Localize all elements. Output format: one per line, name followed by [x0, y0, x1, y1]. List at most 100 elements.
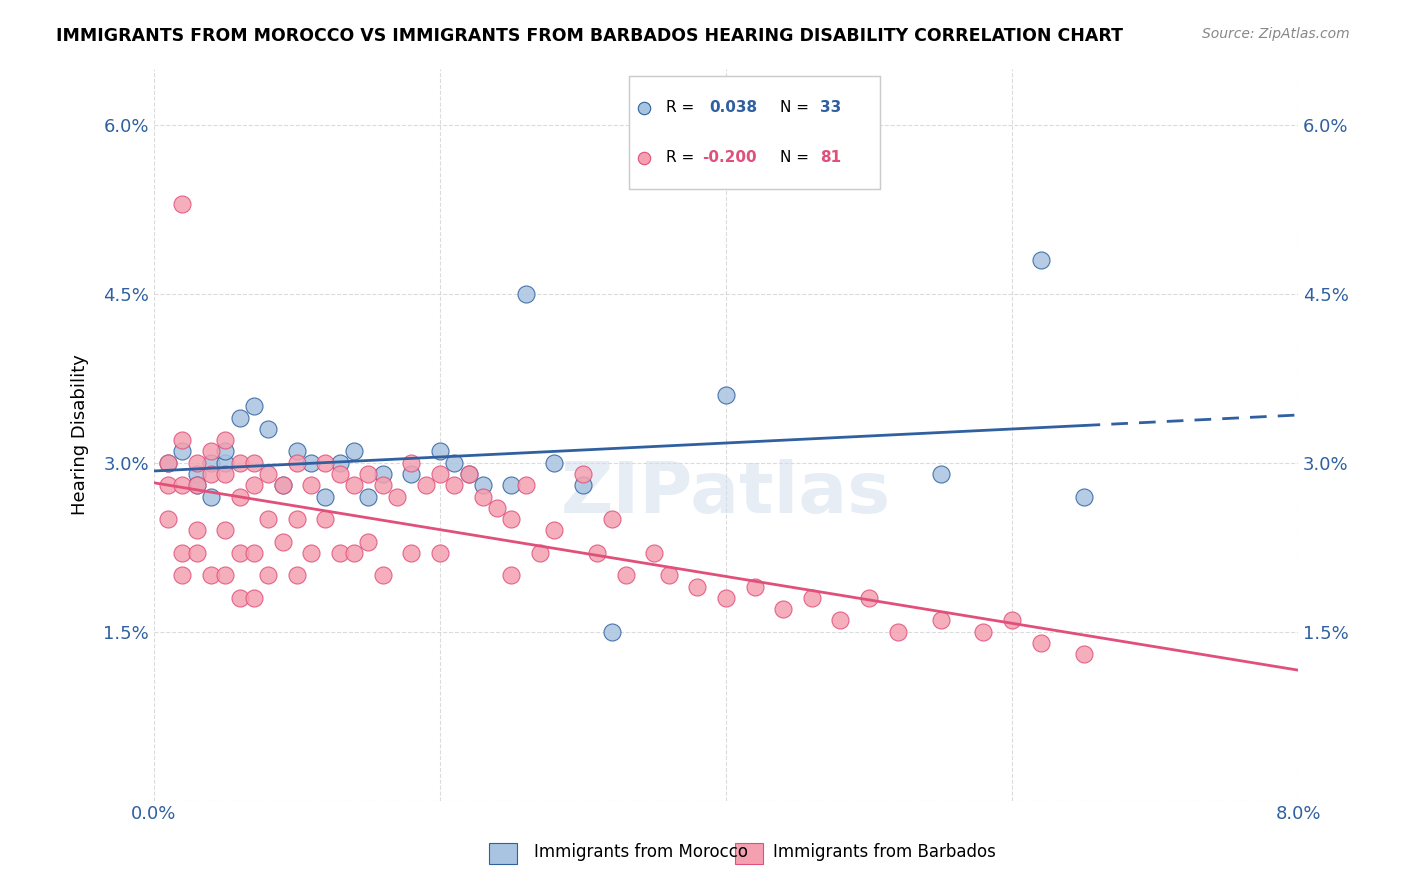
Point	[200, 444, 222, 458]
Point	[515, 286, 537, 301]
Point	[186, 467, 208, 481]
Point	[157, 478, 180, 492]
Point	[471, 490, 494, 504]
Point	[257, 422, 280, 436]
Point	[830, 614, 852, 628]
Point	[858, 591, 880, 605]
Point	[1029, 252, 1052, 267]
Point	[315, 512, 337, 526]
Point	[157, 512, 180, 526]
Point	[329, 467, 352, 481]
Point	[1073, 490, 1095, 504]
Point	[415, 478, 437, 492]
Point	[214, 433, 236, 447]
Point	[501, 568, 523, 582]
Point	[271, 534, 294, 549]
Point	[172, 478, 194, 492]
Point	[371, 478, 394, 492]
Point	[486, 500, 509, 515]
Point	[772, 602, 794, 616]
Point	[257, 568, 280, 582]
Point	[285, 568, 308, 582]
Bar	[734, 843, 763, 864]
Point	[243, 478, 266, 492]
Point	[243, 546, 266, 560]
Point	[929, 614, 952, 628]
Point	[371, 467, 394, 481]
Point	[929, 467, 952, 481]
Point	[228, 546, 250, 560]
Point	[214, 524, 236, 538]
Point	[271, 478, 294, 492]
Text: Immigrants from Barbados: Immigrants from Barbados	[773, 843, 997, 861]
Point	[343, 444, 366, 458]
Point	[1001, 614, 1024, 628]
Point	[285, 456, 308, 470]
Point	[214, 568, 236, 582]
Point	[243, 591, 266, 605]
Point	[658, 568, 681, 582]
Point	[299, 456, 322, 470]
Point	[257, 467, 280, 481]
Point	[186, 478, 208, 492]
Point	[972, 624, 994, 639]
Point	[172, 196, 194, 211]
Point	[457, 467, 479, 481]
Point	[501, 512, 523, 526]
Point	[200, 467, 222, 481]
Point	[243, 400, 266, 414]
Point	[299, 478, 322, 492]
Point	[1073, 647, 1095, 661]
Text: Immigrants from Morocco: Immigrants from Morocco	[534, 843, 748, 861]
Point	[401, 456, 423, 470]
Point	[172, 568, 194, 582]
Point	[200, 568, 222, 582]
Point	[401, 467, 423, 481]
Point	[744, 580, 766, 594]
Point	[686, 580, 709, 594]
Point	[172, 546, 194, 560]
Point	[157, 456, 180, 470]
Point	[572, 478, 595, 492]
Point	[401, 546, 423, 560]
Point	[285, 444, 308, 458]
Point	[186, 524, 208, 538]
Point	[157, 456, 180, 470]
Point	[614, 568, 637, 582]
Point	[586, 546, 609, 560]
Point	[572, 467, 595, 481]
Point	[443, 478, 465, 492]
Point	[501, 478, 523, 492]
Point	[643, 546, 665, 560]
Point	[228, 490, 250, 504]
Text: ZIPatlas: ZIPatlas	[561, 458, 891, 528]
Point	[457, 467, 479, 481]
Bar	[489, 843, 517, 864]
Point	[329, 546, 352, 560]
Point	[172, 444, 194, 458]
Point	[243, 456, 266, 470]
Point	[271, 478, 294, 492]
Point	[1029, 636, 1052, 650]
Point	[357, 467, 380, 481]
Point	[515, 478, 537, 492]
Point	[600, 512, 623, 526]
Point	[200, 456, 222, 470]
Point	[714, 591, 737, 605]
Point	[529, 546, 551, 560]
Y-axis label: Hearing Disability: Hearing Disability	[72, 354, 89, 515]
Point	[543, 524, 565, 538]
Point	[214, 444, 236, 458]
Point	[443, 456, 465, 470]
Point	[429, 546, 451, 560]
Point	[228, 410, 250, 425]
Point	[343, 546, 366, 560]
Text: IMMIGRANTS FROM MOROCCO VS IMMIGRANTS FROM BARBADOS HEARING DISABILITY CORRELATI: IMMIGRANTS FROM MOROCCO VS IMMIGRANTS FR…	[56, 27, 1123, 45]
Point	[257, 512, 280, 526]
Point	[429, 467, 451, 481]
Point	[371, 568, 394, 582]
Point	[214, 456, 236, 470]
Point	[385, 490, 408, 504]
Point	[315, 456, 337, 470]
Point	[543, 456, 565, 470]
